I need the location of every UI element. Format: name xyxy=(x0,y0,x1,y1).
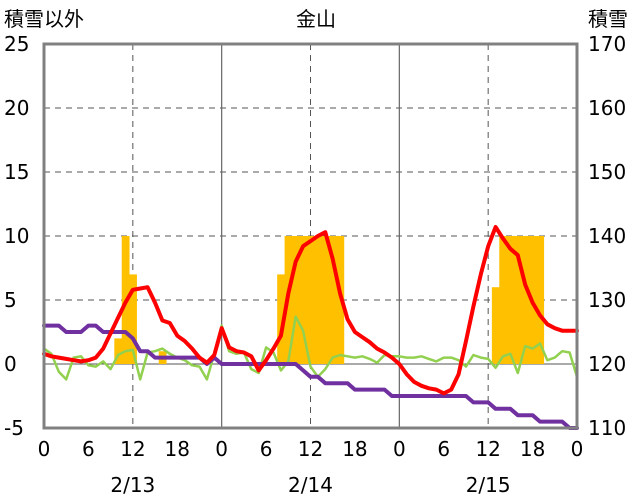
bar xyxy=(329,236,337,364)
right-axis-title: 積雪 xyxy=(588,7,628,31)
x-tick-label: 0 xyxy=(215,437,228,461)
y-left-tick-label: 10 xyxy=(4,224,29,248)
bar xyxy=(306,236,315,364)
bar xyxy=(291,236,300,364)
x-tick-label: 12 xyxy=(120,437,145,461)
bar xyxy=(536,236,545,364)
x-tick-label: 6 xyxy=(437,437,450,461)
date-label: 2/13 xyxy=(110,473,155,497)
x-tick-label: 18 xyxy=(520,437,545,461)
series-line-purple xyxy=(42,323,579,430)
y-left-tick-label: -5 xyxy=(4,416,24,440)
bar xyxy=(299,236,308,364)
x-tick-label: 12 xyxy=(298,437,323,461)
date-label: 2/15 xyxy=(466,473,511,497)
y-right-tick-label: 150 xyxy=(588,160,626,184)
bar xyxy=(314,236,323,364)
x-tick-label: 18 xyxy=(165,437,190,461)
y-right-tick-label: 120 xyxy=(588,352,626,376)
y-right-tick-label: 140 xyxy=(588,224,626,248)
y-right-tick-label: 130 xyxy=(588,288,626,312)
bar xyxy=(277,274,285,364)
chart-title: 金山 xyxy=(296,7,336,31)
y-right-tick-label: 160 xyxy=(588,96,626,120)
bar xyxy=(521,236,530,364)
series-line-red xyxy=(42,225,579,396)
x-tick-label: 12 xyxy=(475,437,500,461)
x-tick-label: 18 xyxy=(342,437,367,461)
bar xyxy=(491,287,500,364)
x-tick-label: 0 xyxy=(38,437,51,461)
x-tick-label: 0 xyxy=(571,437,584,461)
y-left-tick-label: 0 xyxy=(4,352,17,376)
bar xyxy=(506,236,515,364)
plot-frame xyxy=(42,42,579,430)
date-label: 2/14 xyxy=(288,473,333,497)
bar xyxy=(514,236,522,364)
bar xyxy=(129,274,137,364)
bar xyxy=(321,236,330,364)
x-tick-label: 6 xyxy=(82,437,95,461)
bar xyxy=(114,338,123,364)
y-right-tick-label: 170 xyxy=(588,32,626,56)
series-lines xyxy=(42,225,579,430)
x-tick-label: 0 xyxy=(393,437,406,461)
y-right-tick-label: 110 xyxy=(588,416,626,440)
y-left-tick-label: 5 xyxy=(4,288,17,312)
y-left-tick-label: 20 xyxy=(4,96,29,120)
bar xyxy=(499,236,508,364)
left-axis-title: 積雪以外 xyxy=(4,7,84,31)
x-tick-label: 6 xyxy=(260,437,273,461)
y-left-tick-label: 15 xyxy=(4,160,29,184)
y-left-tick-label: 25 xyxy=(4,32,29,56)
series-line-green xyxy=(42,315,579,381)
